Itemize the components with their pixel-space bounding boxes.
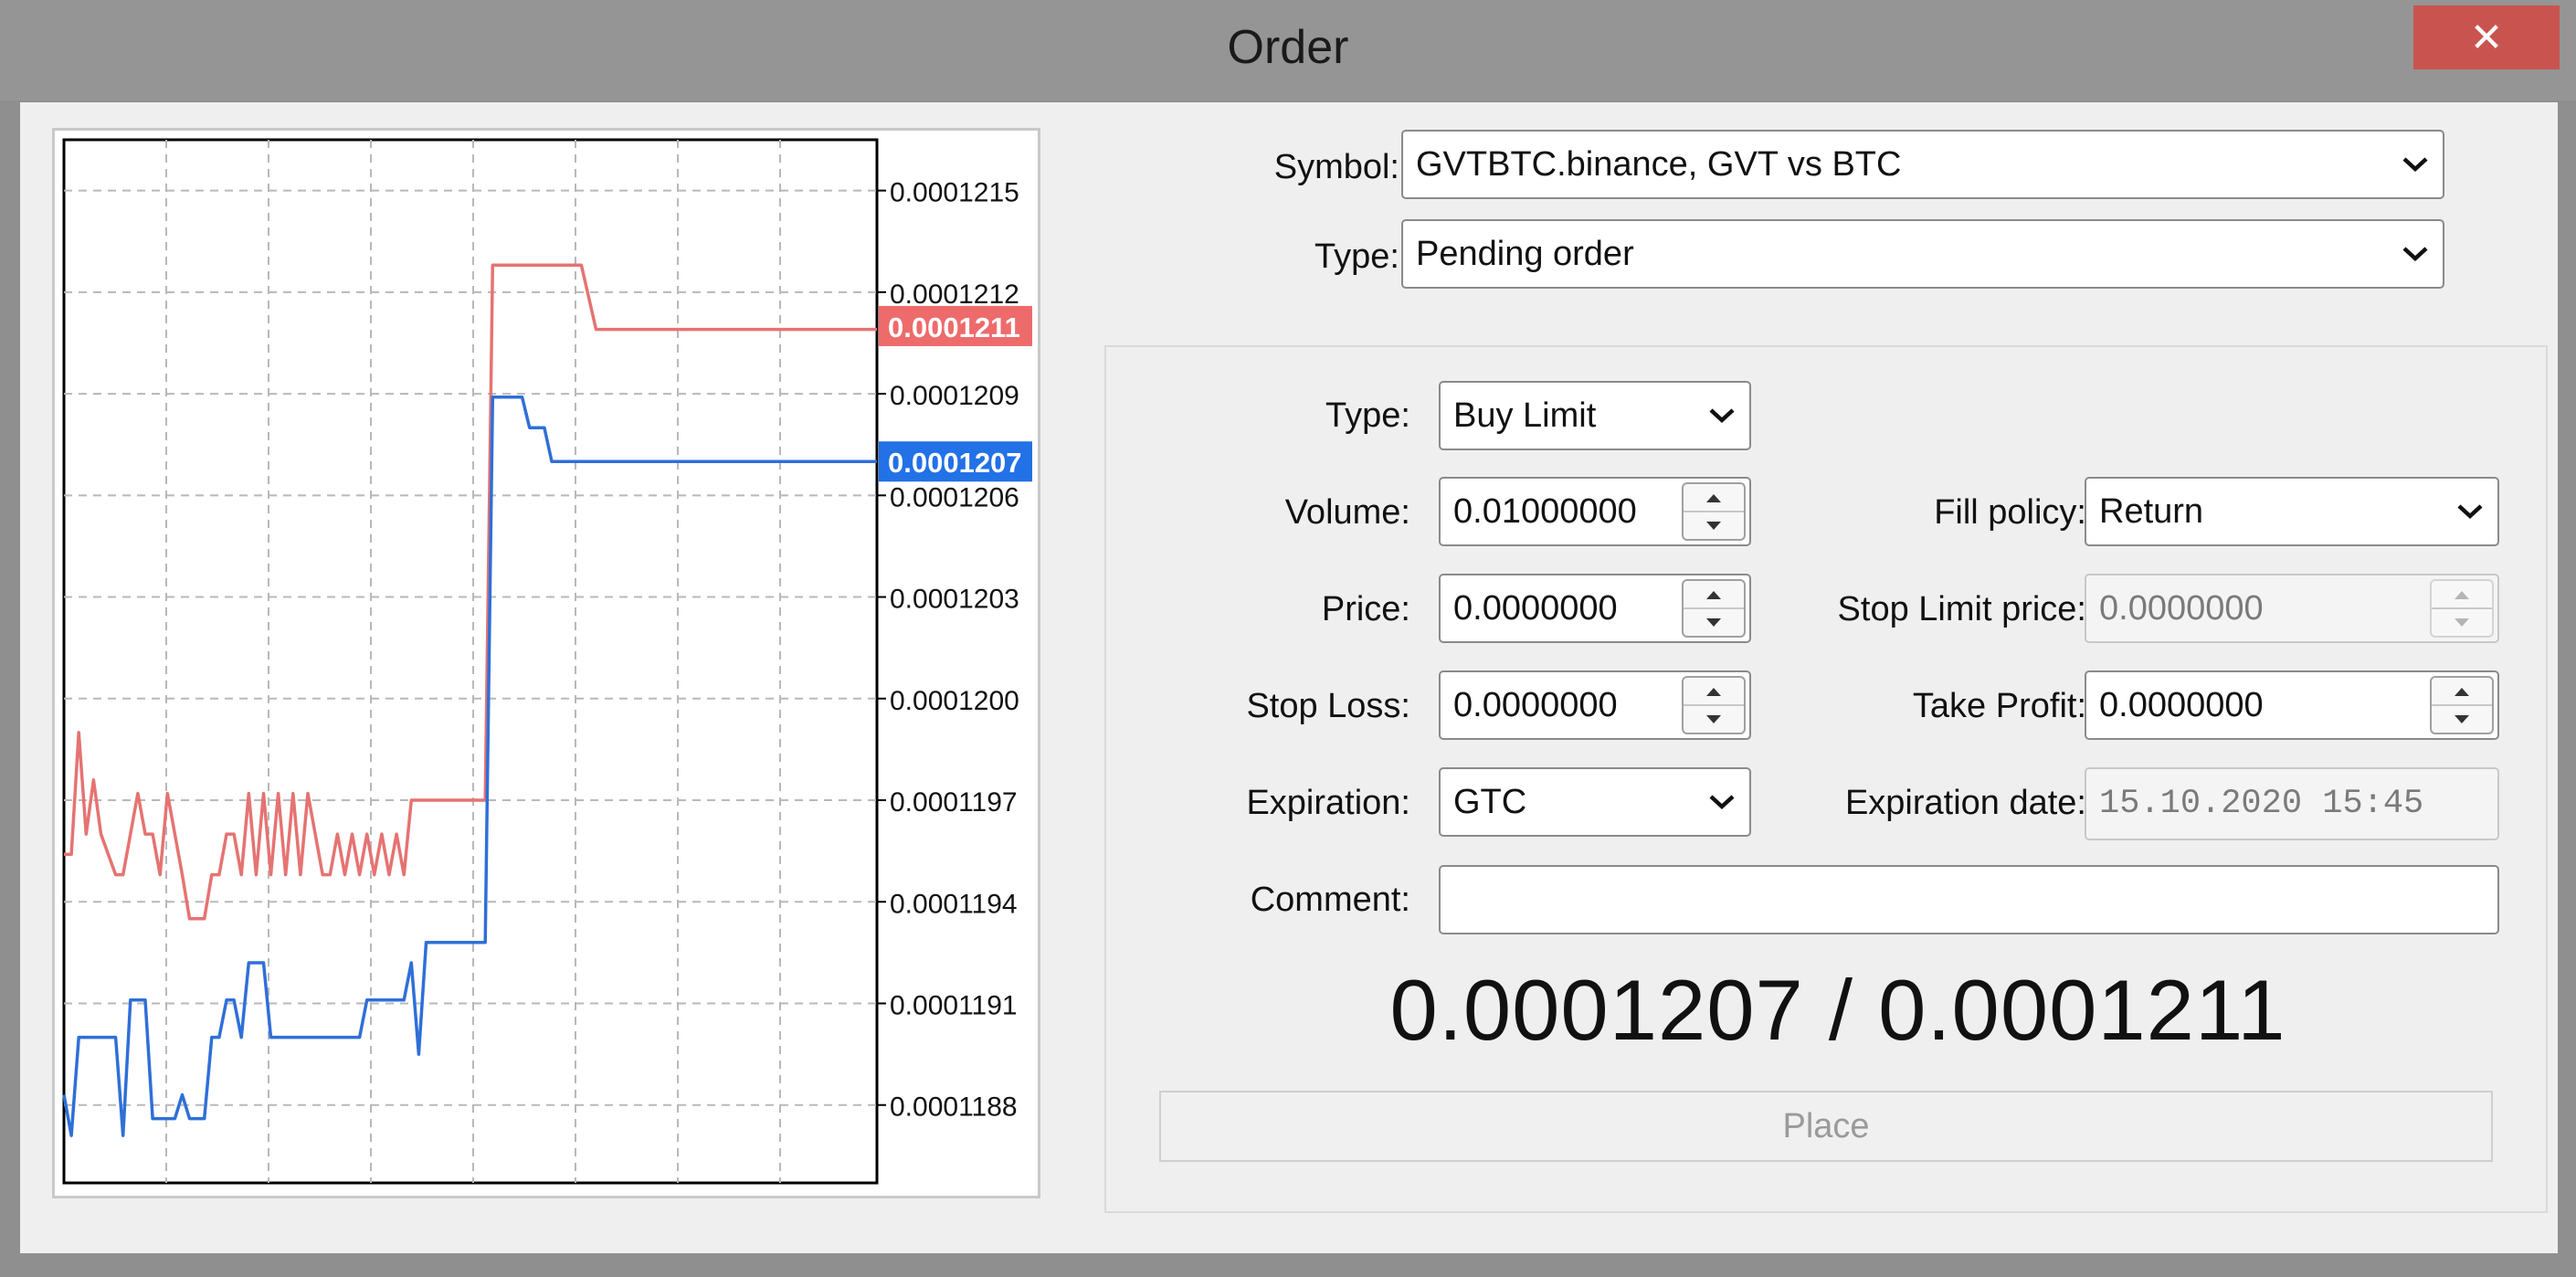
title-bar: Order ✕ bbox=[0, 0, 2576, 100]
arrow-up-icon[interactable] bbox=[2432, 678, 2492, 704]
stop-limit-label: Stop Limit price: bbox=[1837, 590, 2086, 628]
arrow-down-icon[interactable] bbox=[1684, 607, 1744, 636]
y-tick-label: 0.0001209 bbox=[890, 381, 1019, 411]
order-type-label: Type: bbox=[1325, 396, 1410, 435]
chevron-down-icon bbox=[2388, 221, 2443, 287]
close-icon: ✕ bbox=[2469, 15, 2504, 60]
arrow-up-icon[interactable] bbox=[2432, 581, 2492, 607]
fill-policy-label: Fill policy: bbox=[1934, 493, 2086, 532]
expiration-label: Expiration: bbox=[1246, 784, 1410, 822]
tick-chart: 0.00012150.00012120.00012090.00012060.00… bbox=[62, 138, 1032, 1185]
volume-label: Volume: bbox=[1284, 493, 1410, 532]
ask-price-tag-label: 0.0001211 bbox=[888, 311, 1020, 343]
price-value: 0.0000000 bbox=[1453, 588, 1618, 628]
type-select[interactable]: Pending order bbox=[1401, 219, 2444, 289]
expiration-date-value: 15.10.2020 15:45 bbox=[2099, 785, 2424, 823]
symbol-label: Symbol: bbox=[1273, 148, 1399, 186]
stop-loss-stepper[interactable] bbox=[1682, 676, 1746, 734]
order-type-select[interactable]: Buy Limit bbox=[1439, 381, 1751, 450]
take-profit-stepper[interactable] bbox=[2430, 676, 2494, 734]
bid-price-tag bbox=[879, 441, 1032, 482]
price-label: Price: bbox=[1321, 590, 1410, 628]
stop-limit-input[interactable]: 0.0000000 bbox=[2085, 574, 2499, 643]
stop-loss-value: 0.0000000 bbox=[1453, 685, 1618, 724]
expiration-value: GTC bbox=[1453, 782, 1527, 821]
stop-limit-value: 0.0000000 bbox=[2099, 588, 2264, 628]
arrow-up-icon[interactable] bbox=[1684, 678, 1744, 704]
order-settings-group bbox=[1104, 345, 2548, 1213]
fill-policy-select[interactable]: Return bbox=[2085, 477, 2499, 546]
place-button[interactable]: Place bbox=[1159, 1091, 2493, 1162]
expiration-date-label: Expiration date: bbox=[1844, 784, 2086, 822]
arrow-down-icon[interactable] bbox=[1684, 704, 1744, 733]
volume-input[interactable]: 0.01000000 bbox=[1439, 477, 1751, 546]
symbol-value: GVTBTC.binance, GVT vs BTC bbox=[1416, 144, 1902, 184]
arrow-up-icon[interactable] bbox=[1684, 581, 1744, 607]
comment-input[interactable] bbox=[1439, 865, 2499, 934]
volume-stepper[interactable] bbox=[1682, 482, 1746, 541]
type-label: Type: bbox=[1314, 237, 1399, 276]
price-input[interactable]: 0.0000000 bbox=[1439, 574, 1751, 643]
expiration-select[interactable]: GTC bbox=[1439, 767, 1751, 837]
y-tick-label: 0.0001200 bbox=[890, 686, 1019, 716]
ask-price-tag bbox=[879, 305, 1032, 346]
tick-chart-panel: 0.0001215 0.0001212 0.0001209 0.0001206 0.00… bbox=[52, 128, 1040, 1198]
close-button[interactable]: ✕ bbox=[2413, 5, 2560, 69]
volume-value: 0.01000000 bbox=[1453, 491, 1637, 531]
symbol-select[interactable]: GVTBTC.binance, GVT vs BTC bbox=[1401, 130, 2444, 199]
y-tick-label: 0.0001206 bbox=[890, 482, 1019, 512]
arrow-down-icon[interactable] bbox=[1684, 511, 1744, 539]
stop-limit-stepper[interactable] bbox=[2430, 579, 2494, 638]
chevron-down-icon bbox=[2443, 479, 2497, 544]
dialog-content: 0.0001215 0.0001212 0.0001209 0.0001206 0.00… bbox=[20, 102, 2558, 1253]
y-tick-label: 0.0001197 bbox=[890, 787, 1018, 818]
stop-loss-label: Stop Loss: bbox=[1246, 687, 1410, 725]
chevron-down-icon bbox=[2388, 132, 2443, 197]
take-profit-label: Take Profit: bbox=[1912, 687, 2086, 725]
y-tick-label: 0.0001212 bbox=[890, 280, 1019, 310]
bid-price-line bbox=[62, 396, 877, 1137]
arrow-down-icon[interactable] bbox=[2432, 607, 2492, 636]
bid-price-tag-label: 0.0001207 bbox=[888, 447, 1022, 479]
y-tick-label: 0.0001191 bbox=[890, 990, 1018, 1020]
take-profit-value: 0.0000000 bbox=[2099, 685, 2264, 724]
y-tick-label: 0.0001188 bbox=[890, 1092, 1018, 1123]
y-tick-label: 0.0001194 bbox=[890, 889, 1018, 919]
arrow-up-icon[interactable] bbox=[1684, 484, 1744, 511]
chevron-down-icon bbox=[1694, 383, 1749, 449]
order-type-value: Buy Limit bbox=[1453, 396, 1597, 435]
window-title: Order bbox=[1227, 21, 1349, 74]
fill-policy-value: Return bbox=[2099, 491, 2204, 531]
stop-loss-input[interactable]: 0.0000000 bbox=[1439, 670, 1751, 740]
ask-price-line bbox=[64, 263, 877, 921]
y-tick-label: 0.0001203 bbox=[890, 585, 1019, 615]
chevron-down-icon bbox=[1694, 769, 1749, 835]
y-tick-label: 0.0001215 bbox=[890, 178, 1019, 208]
plot-frame bbox=[62, 138, 879, 1185]
bid-ask-quote: 0.0001207 / 0.0001211 bbox=[1389, 962, 2286, 1058]
type-value: Pending order bbox=[1416, 234, 1634, 273]
arrow-down-icon[interactable] bbox=[2432, 704, 2492, 733]
price-stepper[interactable] bbox=[1682, 579, 1746, 638]
comment-label: Comment: bbox=[1250, 881, 1410, 919]
expiration-date-input[interactable]: 15.10.2020 15:45 bbox=[2085, 767, 2499, 840]
take-profit-input[interactable]: 0.0000000 bbox=[2085, 670, 2499, 740]
